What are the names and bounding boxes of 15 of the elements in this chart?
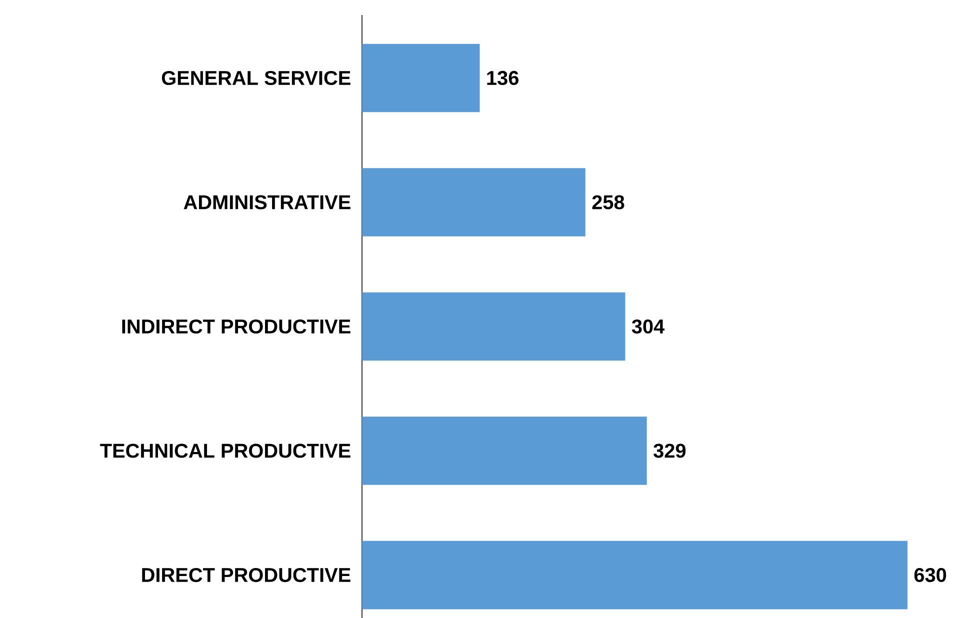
data-label: 258 [592, 195, 624, 210]
bar [362, 44, 480, 112]
bar [362, 540, 908, 610]
data-label: 329 [654, 444, 686, 458]
y-tick-label: ADMINISTRATIVE [184, 195, 350, 210]
bar [362, 416, 647, 485]
y-tick-label: INDIRECT PRODUCTIVE [122, 319, 350, 334]
data-label: 136 [487, 70, 518, 86]
bar [362, 168, 586, 236]
bar [362, 292, 626, 361]
y-tick-label: TECHNICAL PRODUCTIVE [100, 444, 350, 458]
y-tick-label: DIRECT PRODUCTIVE [142, 568, 350, 582]
y-tick-label: GENERAL SERVICE [162, 70, 350, 86]
data-label: 630 [914, 568, 946, 582]
data-label: 304 [632, 319, 665, 334]
